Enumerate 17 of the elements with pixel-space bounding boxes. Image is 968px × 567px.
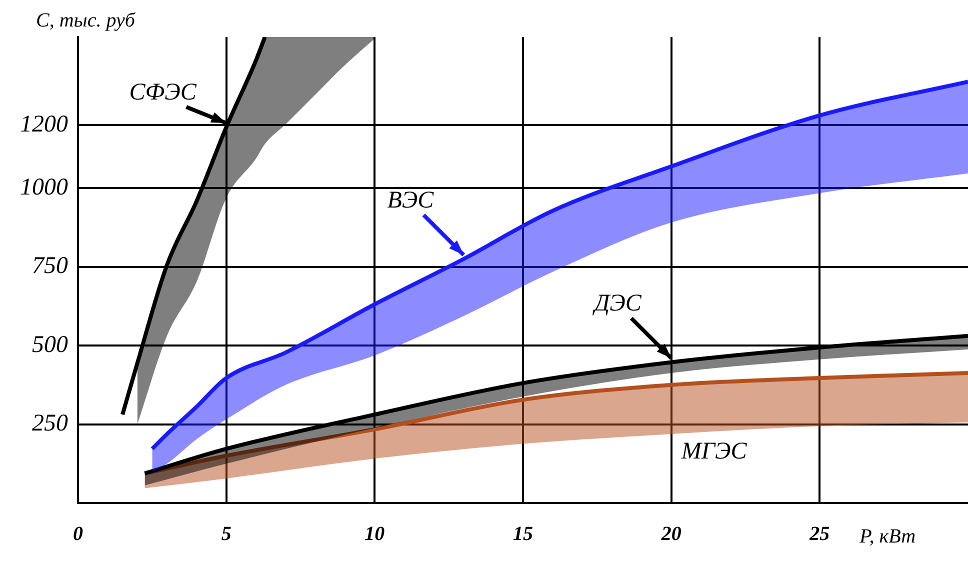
x-tick-label: 20 (660, 523, 682, 546)
y-tick-label: 1000 (20, 174, 68, 200)
x-tick-label: 10 (364, 523, 385, 546)
text: ДЭС (592, 290, 642, 317)
x-tick-label: 15 (513, 523, 533, 546)
y-tick-label: 500 (32, 332, 68, 358)
series-label: СФЭС (129, 79, 198, 106)
y-tick-label: 750 (32, 253, 68, 280)
x-axis-title: P, кВт (858, 525, 916, 548)
text: МГЭС (680, 438, 748, 464)
x-tick-label: 0 (73, 523, 83, 546)
text: ВЭС (387, 187, 435, 214)
y-tick-label: 1200 (20, 111, 68, 138)
y-axis-title: C, тыс. руб (36, 9, 136, 32)
x-tick-label: 5 (221, 523, 232, 546)
x-tick-label: 25 (808, 523, 830, 546)
y-tick-label: 250 (32, 410, 68, 437)
